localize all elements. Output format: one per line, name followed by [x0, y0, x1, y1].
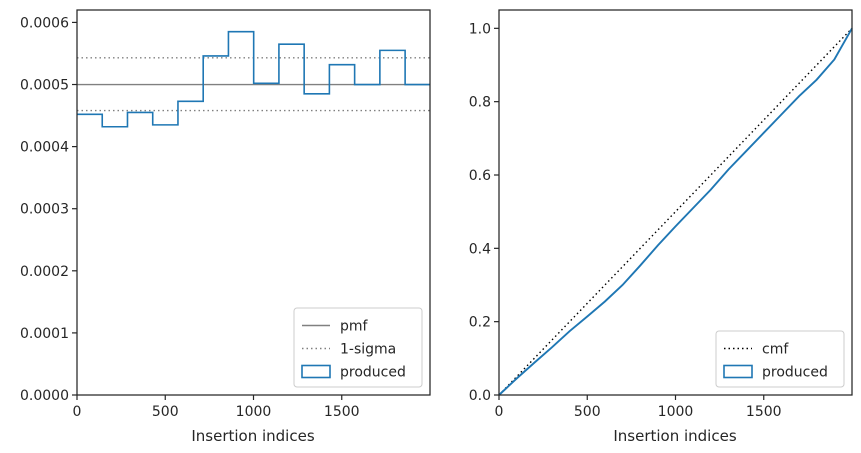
right-y-tick-label: 0.6	[469, 168, 491, 184]
cmf-line	[498, 27, 853, 396]
right-legend: cmf produced	[715, 330, 845, 388]
left-y-tick-label: 0.0003	[20, 202, 69, 218]
histogram-plot-area	[77, 30, 430, 128]
left-x-tick-label: 0	[73, 404, 82, 420]
right-legend-box	[715, 330, 845, 388]
cmf-panel: 0 500 1000 1500 0.0 0.2 0.4 0.6 0.8 1.0 Insertion…	[469, 9, 853, 445]
left-y-tick-label: 0.0004	[20, 140, 69, 156]
right-x-tick-label: 0	[495, 404, 504, 420]
left-y-tick-label: 0.0006	[20, 15, 69, 31]
left-y-tick-label: 0.0001	[20, 326, 69, 342]
left-legend-label: 1-sigma	[340, 342, 396, 358]
left-x-tick-label: 500	[152, 404, 179, 420]
right-y-tick-label: 0.2	[469, 315, 491, 331]
right-x-tick-label: 500	[574, 404, 601, 420]
left-legend-box	[293, 307, 423, 388]
left-legend-label: pmf	[340, 319, 369, 335]
cmf-plot-area	[498, 27, 853, 396]
left-y-tick-label: 0.0002	[20, 264, 69, 280]
pmf-histogram-panel: 0 500 1000 1500 0.0000 0.0001 0.0002 0.0003 0.00…	[20, 9, 431, 445]
left-x-tick-label: 1500	[324, 404, 360, 420]
right-y-tick-label: 1.0	[469, 21, 491, 37]
right-x-tick-label: 1500	[746, 404, 782, 420]
left-legend: pmf 1-sigma produced	[293, 307, 423, 388]
left-x-axis-label: Insertion indices	[191, 427, 314, 445]
right-x-axis-label: Insertion indices	[613, 427, 736, 445]
left-y-tick-label: 0.0005	[20, 78, 69, 94]
right-legend-swatch	[723, 364, 753, 379]
right-y-tick-label: 0.8	[469, 95, 491, 111]
left-y-tick-label: 0.0000	[20, 388, 69, 404]
right-y-tick-label: 0.0	[469, 388, 491, 404]
left-legend-label: produced	[340, 365, 406, 381]
right-y-tick-label: 0.4	[469, 241, 491, 257]
produced-histogram	[77, 30, 430, 128]
right-legend-label: cmf	[762, 342, 789, 358]
left-legend-swatch	[301, 364, 331, 379]
right-x-tick-label: 1000	[658, 404, 694, 420]
produced-cdf-line	[498, 27, 853, 396]
left-x-tick-label: 1000	[236, 404, 272, 420]
right-legend-label: produced	[762, 365, 828, 381]
